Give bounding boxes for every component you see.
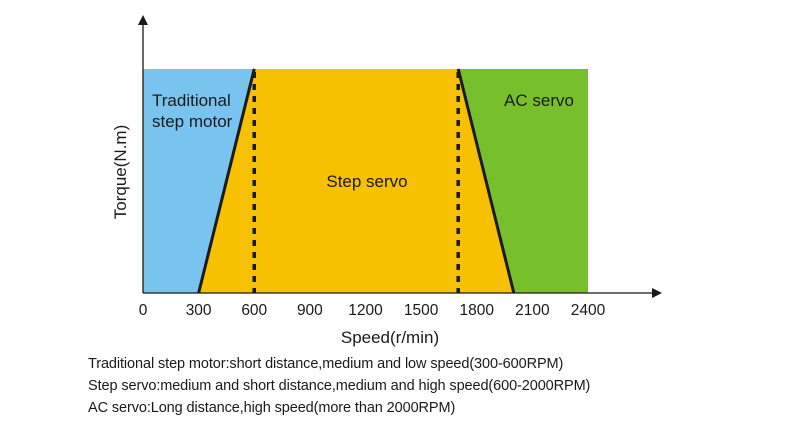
x-tick-label-layer: 0 300 600 900 1200 1500 1800 2100 2400 xyxy=(139,302,606,319)
boundary-line-step-servo xyxy=(456,68,516,294)
annotation-list: Traditional step motor:short distance,me… xyxy=(88,353,788,419)
x-tick-label-900: 900 xyxy=(297,302,323,319)
region-label-layer: Traditional step motor Step servo AC servo xyxy=(152,91,574,191)
region-label-ac-servo: AC servo xyxy=(504,91,574,110)
x-tick-label-1500: 1500 xyxy=(404,302,439,319)
annotation-traditional-step-motor: Traditional step motor:short distance,me… xyxy=(88,356,564,372)
region-step-servo xyxy=(198,69,514,293)
x-tick-label-0: 0 xyxy=(139,302,148,319)
x-tick-label-600: 600 xyxy=(241,302,267,319)
region-traditional-step-motor xyxy=(143,69,255,293)
x-axis-label: Speed(r/min) xyxy=(341,328,439,347)
region-ac-servo xyxy=(458,69,588,293)
x-tick-label-1200: 1200 xyxy=(348,302,383,319)
annotation-ac-servo: AC servo:Long distance,high speed(more t… xyxy=(88,400,456,416)
region-layer xyxy=(143,69,588,293)
boundary-layer xyxy=(197,68,516,294)
x-tick-label-300: 300 xyxy=(186,302,212,319)
x-tick-label-2400: 2400 xyxy=(571,302,606,319)
region-label-line: Step servo xyxy=(326,172,407,191)
axes xyxy=(138,15,662,298)
x-axis-arrow xyxy=(652,288,662,298)
x-tick-label-2100: 2100 xyxy=(515,302,550,319)
x-tick-label-1800: 1800 xyxy=(460,302,495,319)
annotation-step-servo: Step servo:medium and short distance,med… xyxy=(88,378,591,394)
dashed-line-layer xyxy=(252,72,460,293)
region-label-step-servo: Step servo xyxy=(326,172,407,191)
y-axis-arrow xyxy=(138,15,148,25)
region-label-line: Traditional xyxy=(152,91,231,110)
y-axis-label: Torque(N.m) xyxy=(111,125,130,219)
region-label-line: AC servo xyxy=(504,91,574,110)
region-label-line: step motor xyxy=(152,112,233,131)
boundary-line-traditional-step-motor xyxy=(197,68,256,294)
region-label-traditional-step-motor: Traditional step motor xyxy=(152,91,233,131)
